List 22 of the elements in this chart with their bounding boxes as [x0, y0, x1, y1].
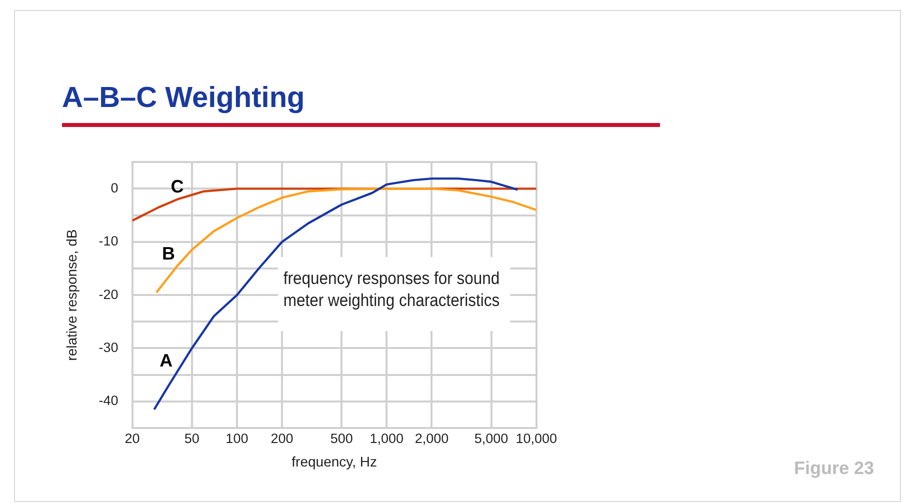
x-axis-title: frequency, Hz: [292, 453, 378, 470]
y-tick-label: -20: [98, 286, 118, 302]
x-tick-label: 100: [226, 430, 248, 446]
chart-title: A–B–C Weighting: [62, 82, 305, 115]
y-tick-label: -10: [98, 234, 118, 249]
x-tick-label: 1,000: [370, 430, 404, 446]
x-tick-label: 5,000: [474, 430, 508, 446]
caption: Figure 23: [794, 458, 874, 479]
y-axis-title: relative response, dB: [63, 229, 80, 361]
series-label: C: [170, 176, 184, 197]
x-tick-label: 20: [124, 430, 140, 446]
series-label: A: [160, 350, 173, 370]
x-tick-label: 500: [330, 430, 353, 446]
x-tick-label: 200: [270, 430, 294, 446]
series-label: B: [162, 243, 175, 264]
y-tick-label: -40: [98, 393, 118, 408]
annotation: frequency responses for sound meter weighting characteristics: [278, 257, 510, 331]
x-tick-label: 10,000: [516, 430, 558, 446]
y-tick-label: 0: [110, 180, 118, 196]
y-tick-label: -30: [98, 340, 118, 355]
x-tick-label: 2,000: [414, 430, 449, 446]
x-tick-label: 50: [184, 430, 200, 446]
